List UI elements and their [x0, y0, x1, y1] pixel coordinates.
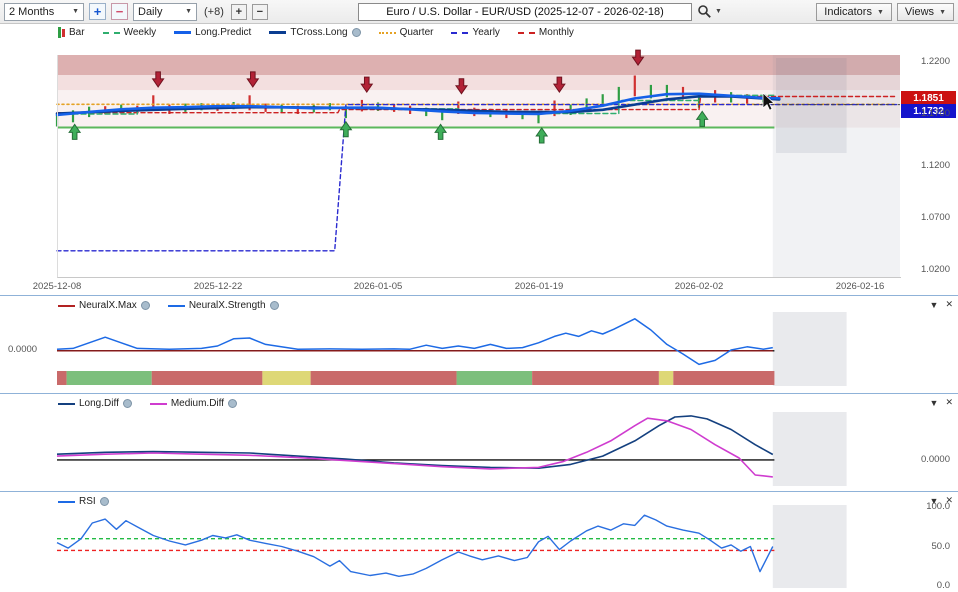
y-axis-label: 1.0200 — [902, 264, 950, 275]
indicators-button-label: Indicators — [824, 6, 872, 18]
toolbar-right-buttons: Indicators ▼ Views ▼ — [816, 3, 954, 21]
interval-select-value: Daily — [138, 6, 162, 18]
symbol-title-box[interactable]: Euro / U.S. Dollar - EUR/USD (2025-12-07… — [358, 3, 692, 21]
neuralx-panel-legend: NeuralX.Max NeuralX.Strength — [58, 300, 279, 311]
diff-panel-legend: Long.Diff Medium.Diff — [58, 398, 237, 409]
panel-collapse-button[interactable]: ▼ — [930, 300, 939, 310]
monthly-marker-icon — [518, 32, 535, 34]
y-axis-label: 1.2200 — [902, 56, 950, 67]
legend-item-long-diff[interactable]: Long.Diff — [58, 398, 132, 409]
info-icon[interactable] — [270, 301, 279, 310]
info-icon[interactable] — [352, 28, 361, 37]
x-axis-label: 2026-01-05 — [343, 281, 413, 292]
rsi-panel-canvas[interactable] — [57, 505, 900, 588]
x-axis-label: 2026-02-02 — [664, 281, 734, 292]
neuralx-panel-canvas[interactable] — [57, 312, 900, 386]
views-button-label: Views — [905, 6, 934, 18]
legend-label: TCross.Long — [290, 27, 347, 38]
x-axis-label: 2026-02-16 — [825, 281, 895, 292]
legend-label: Quarter — [400, 27, 434, 38]
rsi-scale-label: 0.0 — [902, 580, 950, 591]
tcross-long-marker-icon — [269, 31, 286, 34]
x-axis-label: 2025-12-08 — [22, 281, 92, 292]
legend-item-tcross-long[interactable]: TCross.Long — [269, 27, 360, 38]
x-axis-label: 2026-01-19 — [504, 281, 574, 292]
legend-item-medium-diff[interactable]: Medium.Diff — [150, 398, 237, 409]
info-icon[interactable] — [228, 399, 237, 408]
add-bars-button[interactable]: + — [231, 4, 247, 20]
legend-label: Long.Predict — [195, 27, 251, 38]
legend-label: Yearly — [472, 27, 499, 38]
main-chart-canvas[interactable] — [57, 55, 900, 277]
remove-bars-button[interactable]: − — [252, 4, 268, 20]
neuralx-zero-value: 0.0000 — [8, 344, 37, 355]
symbol-title: Euro / U.S. Dollar - EUR/USD (2025-12-07… — [386, 6, 664, 18]
interval-select[interactable]: Daily ▼ — [133, 3, 197, 21]
neuralx-panel-controls: ▼ ✕ — [930, 299, 953, 310]
range-select-value: 2 Months — [9, 6, 54, 18]
legend-item-monthly[interactable]: Monthly — [518, 27, 574, 38]
medium-diff-marker-icon — [150, 403, 167, 405]
long-predict-marker-icon — [174, 31, 191, 34]
neuralx-strength-marker-icon — [168, 305, 185, 307]
main-chart-legend: Bar Weekly Long.Predict TCross.Long Quar… — [58, 27, 574, 38]
zoom-out-button[interactable]: − — [111, 3, 128, 20]
chevron-down-icon: ▼ — [877, 9, 884, 16]
panel-divider[interactable] — [0, 393, 958, 394]
legend-item-long-predict[interactable]: Long.Predict — [174, 27, 251, 38]
y-axis-label: 1.1200 — [902, 160, 950, 171]
search-icon — [697, 4, 712, 19]
rsi-scale-label: 100.0 — [902, 501, 950, 512]
legend-label: Long.Diff — [79, 398, 119, 409]
zoom-in-button[interactable]: + — [89, 3, 106, 20]
range-select[interactable]: 2 Months ▼ — [4, 3, 84, 21]
toolbar: 2 Months ▼ + − Daily ▼ (+8) + − Euro / U… — [0, 0, 958, 24]
legend-label: NeuralX.Strength — [189, 300, 266, 311]
diff-zero-value: 0.0000 — [902, 454, 950, 465]
neuralx-max-marker-icon — [58, 305, 75, 307]
bar-offset-label: (+8) — [204, 6, 224, 18]
legend-label: Medium.Diff — [171, 398, 224, 409]
x-axis-label: 2025-12-22 — [183, 281, 253, 292]
info-icon[interactable] — [123, 399, 132, 408]
search-button[interactable]: ▼ — [697, 4, 722, 19]
legend-item-weekly[interactable]: Weekly — [103, 27, 157, 38]
legend-item-yearly[interactable]: Yearly — [451, 27, 499, 38]
legend-item-neuralx-strength[interactable]: NeuralX.Strength — [168, 300, 279, 311]
bar-marker-icon — [58, 27, 65, 38]
panel-close-button[interactable]: ✕ — [945, 299, 953, 310]
rsi-marker-icon — [58, 501, 75, 503]
indicators-button[interactable]: Indicators ▼ — [816, 3, 892, 21]
legend-item-quarter[interactable]: Quarter — [379, 27, 434, 38]
chevron-down-icon: ▼ — [715, 8, 722, 15]
legend-item-neuralx-max[interactable]: NeuralX.Max — [58, 300, 150, 311]
quarter-marker-icon — [379, 32, 396, 34]
long-diff-marker-icon — [58, 403, 75, 405]
rsi-scale-label: 50.0 — [902, 541, 950, 552]
views-button[interactable]: Views ▼ — [897, 3, 954, 21]
chevron-down-icon: ▼ — [185, 8, 192, 15]
legend-label: Bar — [69, 27, 85, 38]
legend-item-bar[interactable]: Bar — [58, 27, 85, 38]
legend-label: Weekly — [124, 27, 157, 38]
legend-label: Monthly — [539, 27, 574, 38]
diff-panel-controls: ▼ ✕ — [930, 397, 953, 408]
info-icon[interactable] — [141, 301, 150, 310]
diff-panel-canvas[interactable] — [57, 412, 900, 486]
panel-close-button[interactable]: ✕ — [945, 397, 953, 408]
yearly-marker-icon — [451, 32, 468, 34]
weekly-marker-icon — [103, 32, 120, 34]
price-tag-upper: 1.1851 — [901, 91, 956, 105]
chevron-down-icon: ▼ — [72, 8, 79, 15]
panel-divider[interactable] — [0, 295, 958, 296]
y-axis-label: 1.0700 — [902, 212, 950, 223]
y-axis-label: 1.1700 — [902, 108, 950, 119]
legend-label: NeuralX.Max — [79, 300, 137, 311]
chevron-down-icon: ▼ — [939, 9, 946, 16]
panel-divider[interactable] — [0, 491, 958, 492]
panel-collapse-button[interactable]: ▼ — [930, 398, 939, 408]
